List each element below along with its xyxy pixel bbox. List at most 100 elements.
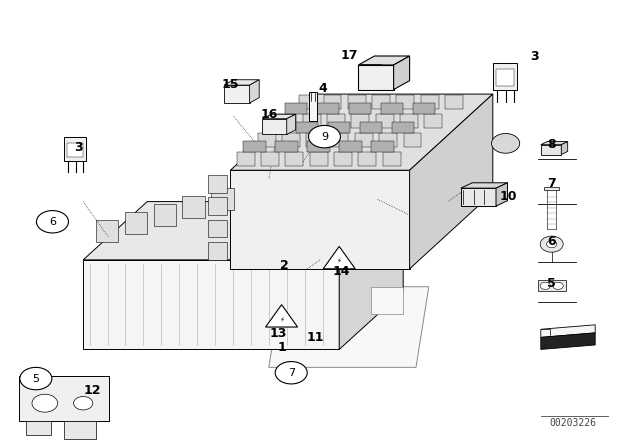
Text: 12: 12 — [84, 384, 102, 397]
Polygon shape — [300, 95, 317, 109]
Polygon shape — [541, 145, 561, 155]
Polygon shape — [262, 119, 287, 134]
Polygon shape — [208, 242, 227, 260]
Polygon shape — [339, 141, 362, 152]
Text: 8: 8 — [547, 138, 556, 151]
Polygon shape — [310, 152, 328, 166]
Polygon shape — [303, 114, 321, 128]
Text: 5: 5 — [547, 276, 556, 290]
Polygon shape — [383, 152, 401, 166]
Polygon shape — [19, 376, 109, 421]
Polygon shape — [83, 260, 339, 349]
Polygon shape — [257, 134, 275, 147]
Polygon shape — [285, 103, 307, 114]
Polygon shape — [243, 141, 266, 152]
Polygon shape — [358, 152, 376, 166]
Polygon shape — [323, 246, 355, 269]
Text: 13: 13 — [269, 327, 287, 340]
Text: 11: 11 — [307, 331, 324, 344]
Polygon shape — [125, 212, 147, 234]
Polygon shape — [397, 95, 415, 109]
Polygon shape — [404, 134, 422, 147]
Polygon shape — [285, 152, 303, 166]
Circle shape — [32, 394, 58, 412]
Polygon shape — [394, 56, 410, 90]
Polygon shape — [358, 65, 394, 90]
Polygon shape — [561, 142, 568, 155]
Polygon shape — [264, 122, 287, 134]
Polygon shape — [372, 95, 390, 109]
Circle shape — [36, 211, 68, 233]
Circle shape — [540, 282, 550, 289]
Polygon shape — [348, 95, 366, 109]
Polygon shape — [64, 421, 96, 439]
Text: 3: 3 — [530, 49, 539, 63]
Polygon shape — [360, 122, 383, 134]
Polygon shape — [309, 92, 317, 121]
Polygon shape — [544, 187, 559, 190]
Polygon shape — [96, 220, 118, 242]
Text: 17: 17 — [340, 49, 358, 62]
Text: 7: 7 — [287, 368, 295, 378]
Polygon shape — [541, 325, 595, 337]
Polygon shape — [349, 103, 371, 114]
Text: 10: 10 — [500, 190, 518, 203]
Polygon shape — [496, 69, 514, 86]
Text: 1: 1 — [277, 340, 286, 354]
Text: ⚡: ⚡ — [279, 316, 284, 323]
Text: 4: 4 — [318, 82, 327, 95]
Polygon shape — [269, 287, 429, 367]
Polygon shape — [400, 114, 418, 128]
Text: 16: 16 — [260, 108, 278, 121]
Text: 15: 15 — [221, 78, 239, 91]
Polygon shape — [230, 170, 410, 269]
Text: 5: 5 — [33, 374, 39, 383]
Text: 14: 14 — [333, 265, 351, 278]
Polygon shape — [324, 95, 342, 109]
Polygon shape — [334, 152, 352, 166]
Polygon shape — [287, 114, 296, 134]
Polygon shape — [67, 143, 83, 157]
Circle shape — [20, 367, 52, 390]
Polygon shape — [230, 94, 493, 170]
Text: 6: 6 — [547, 234, 556, 248]
Polygon shape — [392, 122, 415, 134]
Polygon shape — [208, 220, 227, 237]
Text: 7: 7 — [547, 177, 556, 190]
Polygon shape — [355, 134, 372, 147]
Polygon shape — [496, 183, 508, 206]
Polygon shape — [224, 85, 250, 103]
Polygon shape — [461, 188, 496, 206]
Polygon shape — [182, 196, 205, 218]
Polygon shape — [327, 114, 345, 128]
Circle shape — [547, 241, 557, 248]
Polygon shape — [358, 56, 410, 65]
Polygon shape — [371, 287, 403, 314]
Circle shape — [74, 396, 93, 410]
Polygon shape — [278, 114, 296, 128]
Polygon shape — [461, 183, 508, 188]
Polygon shape — [307, 141, 330, 152]
Text: 9: 9 — [321, 132, 328, 142]
Polygon shape — [282, 134, 300, 147]
Polygon shape — [250, 80, 259, 103]
Circle shape — [308, 125, 340, 148]
Polygon shape — [541, 333, 595, 349]
Circle shape — [275, 362, 307, 384]
Polygon shape — [413, 103, 435, 114]
Polygon shape — [208, 197, 227, 215]
Text: 00203226: 00203226 — [549, 418, 596, 428]
Polygon shape — [330, 134, 349, 147]
Polygon shape — [424, 114, 442, 128]
Polygon shape — [493, 63, 517, 90]
Polygon shape — [541, 142, 568, 145]
Text: ⚡: ⚡ — [337, 258, 342, 264]
Polygon shape — [296, 122, 319, 134]
Polygon shape — [445, 95, 463, 109]
Polygon shape — [376, 114, 394, 128]
Polygon shape — [317, 103, 339, 114]
Polygon shape — [224, 80, 259, 85]
Polygon shape — [410, 94, 493, 269]
Polygon shape — [538, 280, 566, 291]
Circle shape — [492, 134, 520, 153]
